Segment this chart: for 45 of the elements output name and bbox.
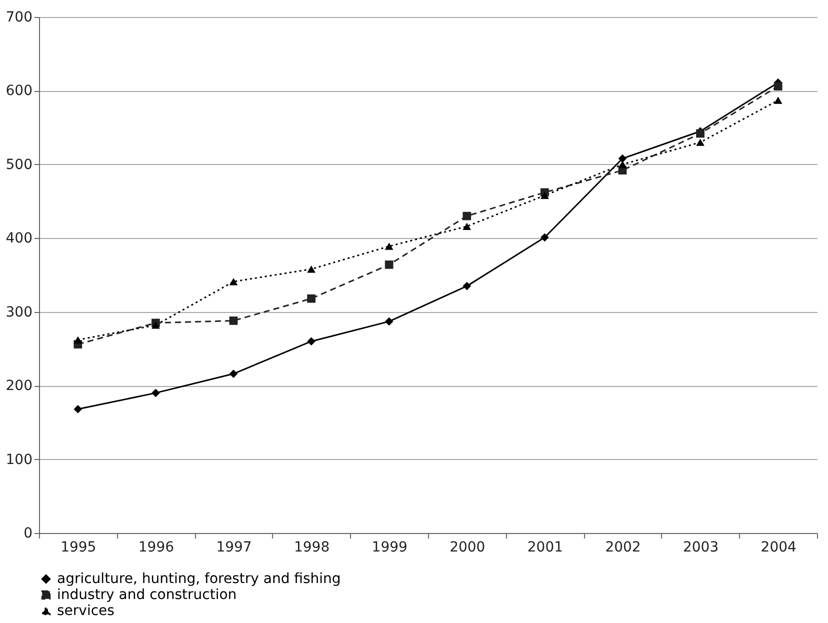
x-tick-label: 1999 [372, 540, 408, 556]
point [540, 192, 549, 200]
y-tick-label: 700 [6, 10, 32, 26]
x-tick-label: 2001 [527, 540, 564, 556]
point [774, 82, 782, 90]
y-tick-label: 300 [6, 304, 32, 320]
point [384, 260, 394, 269]
point [152, 322, 160, 329]
point [307, 337, 316, 346]
point [618, 154, 627, 163]
point [462, 212, 472, 220]
x-tick-label: 2004 [760, 540, 796, 556]
point [696, 138, 704, 146]
point [74, 336, 82, 344]
point [696, 129, 704, 138]
point [774, 96, 782, 104]
point [229, 370, 238, 378]
point [74, 404, 82, 414]
point [618, 160, 627, 168]
legend-label: industry and construction [57, 587, 237, 603]
y-tick-label: 0 [24, 526, 32, 542]
x-tick-label: 1998 [294, 540, 330, 556]
point [229, 316, 238, 325]
y-tick-label: 200 [6, 378, 32, 394]
x-tick-label: 1995 [60, 540, 96, 556]
point [152, 388, 160, 398]
y-tick-label: 500 [6, 156, 32, 173]
x-tick-label: 2003 [682, 540, 719, 556]
x-tick-label: 2002 [605, 540, 641, 556]
point [540, 233, 549, 242]
point [462, 222, 472, 230]
x-tick-label: 2000 [450, 540, 486, 556]
y-tick-label: 400 [6, 230, 32, 247]
point [462, 282, 472, 290]
point [384, 317, 394, 326]
y-tick-label: 600 [6, 83, 32, 100]
point [307, 265, 316, 273]
point [384, 242, 394, 250]
legend-label: services [57, 603, 114, 619]
point [229, 278, 238, 286]
y-tick-label: 100 [6, 452, 32, 468]
x-tick-label: 1997 [216, 540, 252, 556]
x-tick-label: 1996 [138, 540, 174, 556]
legend-label: agriculture, hunting, forestry and fishing [57, 571, 341, 587]
point [307, 294, 316, 303]
